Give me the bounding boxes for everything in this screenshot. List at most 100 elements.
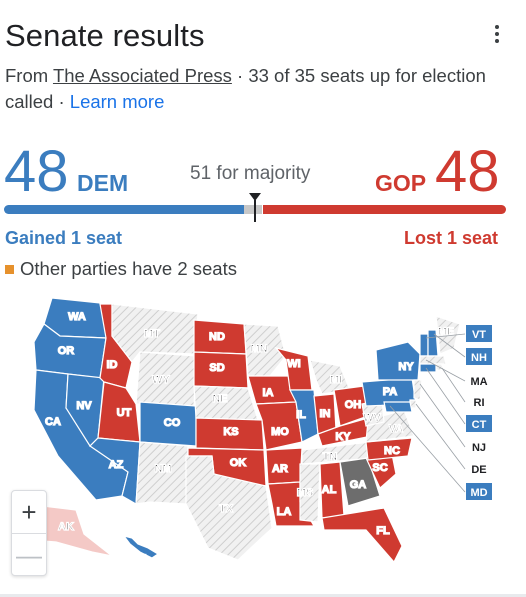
other-parties-text: Other parties have 2 seats [20, 258, 237, 279]
state-nh[interactable] [427, 329, 439, 357]
state-label-tn: TN [323, 451, 338, 463]
state-label-wa: WA [68, 311, 86, 323]
learn-more-link[interactable]: Learn more [69, 91, 165, 112]
callout-line-vt [425, 333, 466, 339]
other-parties-note: Other parties have 2 seats [5, 258, 237, 280]
state-label-ct: CT [472, 419, 487, 431]
state-fl[interactable] [321, 507, 403, 564]
callout-line-ri [441, 367, 466, 403]
callout-line-ma [425, 359, 466, 382]
state-label-wy: WY [152, 374, 170, 386]
state-il[interactable] [289, 389, 319, 443]
callout-line-nj [419, 383, 466, 448]
state-vt[interactable] [419, 333, 429, 357]
source-line: From The Associated Press · 33 of 35 sea… [5, 63, 505, 115]
callout-box-de[interactable] [466, 460, 492, 477]
results-map[interactable]: WA OR CA NV ID MT WY UT AZ CO NM ND SD NE KS OK TX MN IA MO… [0, 290, 526, 580]
state-label-ms: MS [297, 487, 314, 499]
state-label-ia: IA [263, 387, 274, 399]
state-label-md: MD [470, 487, 487, 499]
state-md[interactable] [383, 401, 413, 413]
state-nc[interactable] [365, 437, 413, 461]
state-label-va: VA [389, 423, 404, 435]
state-label-ky: KY [335, 431, 351, 443]
zoom-controls: + — [11, 490, 47, 576]
state-mn[interactable] [243, 323, 287, 377]
state-label-mn: MN [250, 343, 267, 355]
dem-label: DEM [77, 170, 129, 196]
dem-seat-count: 48 [4, 139, 69, 204]
bottom-divider [0, 594, 526, 597]
state-label-in: IN [320, 408, 331, 420]
state-ny[interactable] [375, 341, 421, 381]
state-label-nh: NH [471, 352, 487, 364]
state-me[interactable] [435, 315, 461, 355]
zoom-in-button[interactable]: + [12, 491, 46, 534]
callout-box-ma[interactable] [466, 372, 492, 389]
gop-change: Lost 1 seat [404, 228, 499, 248]
page-title: Senate results [5, 18, 205, 53]
state-tx[interactable] [185, 455, 273, 561]
dem-seat-bar [4, 205, 244, 214]
callout-line-de [415, 403, 466, 470]
state-nm[interactable] [135, 441, 189, 505]
state-label-pa: PA [383, 386, 398, 398]
callout-box-nj[interactable] [466, 438, 492, 455]
state-label-ma: MA [470, 376, 487, 388]
state-label-tx: TX [219, 503, 234, 515]
state-ut[interactable] [97, 381, 141, 443]
gop-seat-count: 48 [435, 139, 500, 204]
majority-line [254, 200, 256, 222]
state-label-mt: MT [144, 328, 160, 340]
state-label-or: OR [58, 345, 75, 357]
other-seat-bar [244, 205, 262, 214]
state-label-me: ME [438, 326, 455, 338]
state-label-al: AL [322, 484, 337, 496]
state-ms[interactable] [299, 463, 321, 523]
callout-box-md[interactable] [466, 483, 492, 500]
callout-box-ri[interactable] [466, 393, 492, 410]
majority-label: 51 for majority [190, 163, 311, 184]
more-vert-icon[interactable] [487, 22, 507, 46]
state-mo[interactable] [255, 401, 303, 451]
state-label-ut: UT [117, 407, 132, 419]
state-ma[interactable] [419, 355, 447, 365]
state-label-hi: HI [136, 553, 147, 565]
majority-marker-icon [249, 193, 261, 201]
zoom-out-button[interactable]: — [16, 540, 42, 570]
callout-box-nh[interactable] [466, 348, 492, 365]
state-label-ga: GA [350, 479, 367, 491]
state-label-ne: NE [212, 393, 227, 405]
state-ct[interactable] [419, 363, 437, 373]
state-label-mi: MI [330, 374, 342, 386]
state-label-wi: WI [287, 358, 300, 370]
state-label-wv: WV [363, 412, 381, 424]
state-label-de: DE [471, 464, 486, 476]
state-label-il: IL [296, 409, 306, 421]
state-nj[interactable] [413, 379, 423, 401]
callout-box-ct[interactable] [466, 415, 492, 432]
state-label-la: LA [277, 506, 292, 518]
gop-label: GOP [375, 170, 427, 196]
state-hi[interactable] [122, 535, 160, 559]
state-label-ny: NY [398, 361, 414, 373]
publisher-link[interactable]: The Associated Press [52, 65, 232, 86]
callout-box-vt[interactable] [466, 325, 492, 342]
state-ga[interactable] [339, 457, 381, 507]
other-party-swatch [5, 264, 14, 274]
state-label-nm: NM [154, 463, 171, 475]
state-label-co: CO [164, 417, 181, 429]
state-label-ar: AR [272, 463, 288, 475]
state-label-ca: CA [45, 416, 61, 428]
dem-change: Gained 1 seat [5, 228, 123, 248]
state-label-id: ID [107, 359, 118, 371]
callout-line-nh [433, 333, 466, 358]
state-label-vt: VT [472, 329, 486, 341]
state-label-nc: NC [384, 445, 400, 457]
state-label-ok: OK [230, 457, 247, 469]
called-status: · 33 of 35 seats up for election called … [5, 65, 486, 112]
state-label-sc: SC [372, 462, 387, 474]
state-label-ks: KS [223, 426, 238, 438]
state-label-ri: RI [474, 397, 485, 409]
state-label-oh: OH [345, 399, 362, 411]
